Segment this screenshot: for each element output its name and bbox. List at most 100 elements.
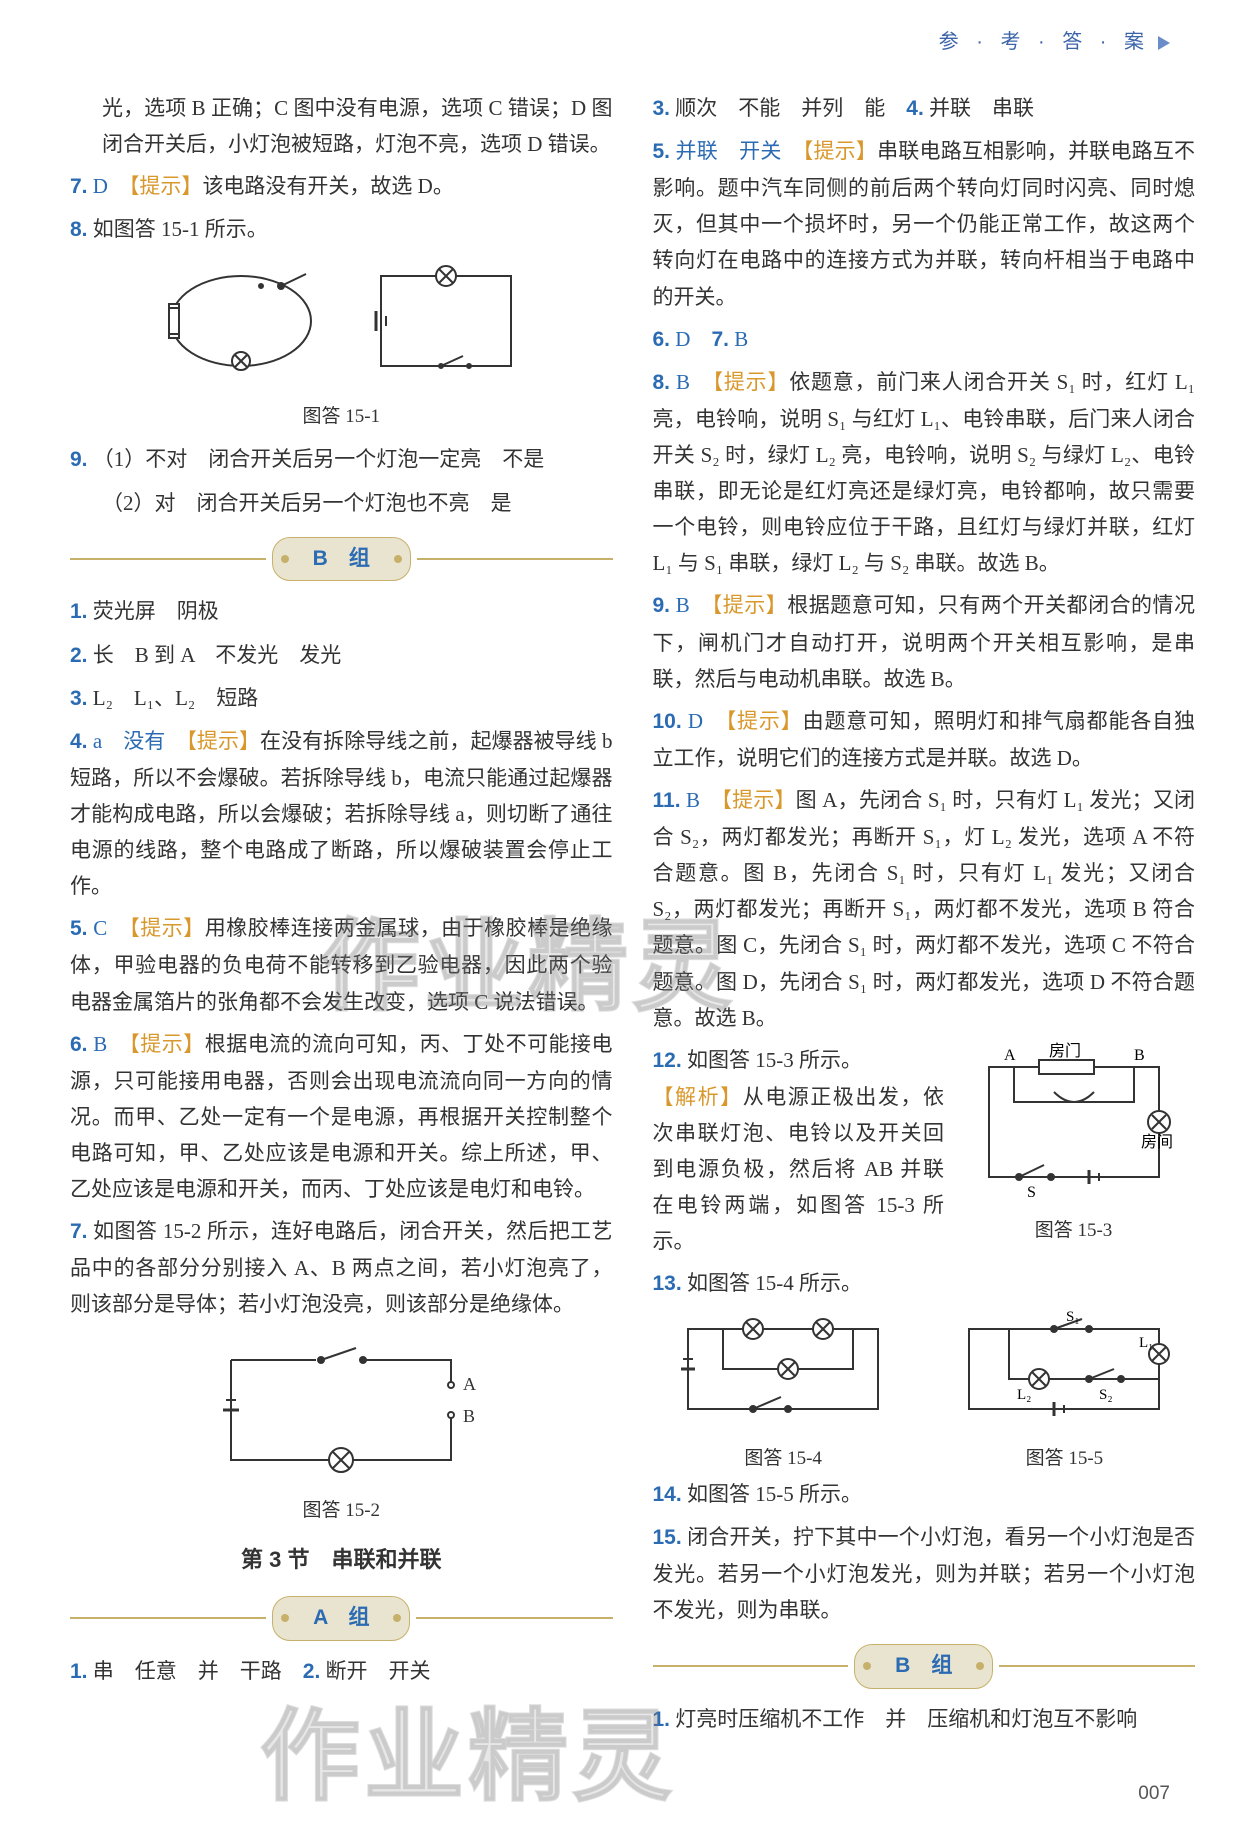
q-number: 9.: [70, 448, 88, 471]
label-A: A: [1004, 1047, 1016, 1064]
label-B: B: [463, 1406, 475, 1426]
q-text: L₂ L₁、L₂ 短路: [93, 686, 258, 710]
hint-label: 【提示】: [726, 709, 803, 733]
q8-left-pre: 8. 如图答 15-1 所示。: [70, 211, 613, 248]
q-number: 8.: [653, 371, 671, 394]
fig-caption: 图答 15-1: [70, 400, 613, 433]
q5-b: 5. C 【提示】用橡胶棒连接两金属球，由于橡胶棒是绝缘体，甲验电器的负电荷不能…: [70, 910, 613, 1019]
q9-left-pre: 9. （1）不对 闭合开关后另一个灯泡一定亮 不是: [70, 441, 613, 478]
q-text: 图 A，先闭合 S₁ 时，只有灯 L₁ 发光；又闭合 S₂，两灯都发光；再断开 …: [653, 788, 1196, 1030]
q-text: 串联电路互相影响，并联电路互不影响。题中汽车同侧的前后两个转向灯同时闪亮、同时熄…: [653, 139, 1196, 308]
label-door: 房门: [1049, 1042, 1081, 1060]
r-q8: 8. B 【提示】依题意，前门来人闭合开关 S₁ 时，红灯 L₁ 亮，电铃响，说…: [653, 364, 1196, 582]
analysis-text: 从电源正极出发，依次串联灯泡、电铃以及开关回到电源负极，然后将 AB 并联在电铃…: [653, 1085, 945, 1253]
r-q12: 12. 如图答 15-3 所示。 【解析】从电源正极出发，依次串联灯泡、电铃以及…: [653, 1042, 1196, 1260]
q-number: 2.: [70, 644, 88, 667]
q-answer: B: [686, 788, 700, 812]
q-text: 依题意，前门来人闭合开关 S₁ 时，红灯 L₁ 亮，电铃响，说明 S₁ 与红灯 …: [653, 370, 1196, 576]
hint-label: 【提示】: [129, 1032, 204, 1056]
q-answer: 并联 开关: [675, 139, 781, 163]
left-column: 光，选项 B 正确；C 图中没有电源，选项 C 错误；D 图闭合开关后，小灯泡被…: [70, 40, 613, 1808]
section-3-title: 第 3 节 串联和并联: [70, 1541, 613, 1580]
q-number: 5.: [70, 917, 88, 940]
q-text: 如图答 15-2 所示，连好电路后，闭合开关，然后把工艺品中的各部分分别接入 A…: [70, 1219, 613, 1316]
q-text: 在没有拆除导线之前，起爆器被导线 b 短路，所以不会爆破。若拆除导线 b，电流只…: [70, 729, 613, 898]
figure-15-1: 图答 15-1: [70, 256, 613, 433]
badge-line: [70, 558, 266, 560]
group-b2-badge: B 组: [653, 1644, 1196, 1689]
q-text: 长 B 到 A 不发光 发光: [93, 643, 342, 667]
q-number: 12.: [653, 1049, 682, 1072]
hint-label: 【提示】: [186, 729, 260, 753]
fig-caption: 图答 15-3: [952, 1215, 1195, 1248]
q-number: 1.: [653, 1708, 671, 1731]
figure-15-2: A B 图答 15-2: [70, 1330, 613, 1527]
r-q10: 10. D 【提示】由题意可知，照明灯和排气扇都能各自独立工作，说明它们的连接方…: [653, 703, 1196, 776]
badge-line: [999, 1665, 1195, 1667]
hint-label: 【提示】: [803, 139, 877, 163]
q-answer: D: [93, 174, 108, 198]
r-q14: 14. 如图答 15-5 所示。: [653, 1476, 1196, 1513]
q-answer: a 没有: [93, 729, 166, 753]
q-number: 5.: [653, 140, 671, 163]
figure-15-4: 图答 15-4: [653, 1309, 914, 1476]
figures-15-4-5: 图答 15-4: [653, 1309, 1196, 1476]
hint-label: 【提示】: [721, 788, 795, 812]
q-answer: D: [688, 709, 703, 733]
r-q3-4: 3. 顺次 不能 并列 能 4. 并联 串联: [653, 90, 1196, 127]
q-answer: C: [93, 916, 107, 940]
q-text: 闭合开关，拧下其中一个小灯泡，看另一个小灯泡是否发光。若另一个小灯泡发光，则为并…: [653, 1525, 1196, 1622]
badge-line: [416, 1617, 612, 1619]
hint-label: 【提示】: [129, 174, 203, 198]
q-text: 如图答 15-4 所示。: [687, 1271, 862, 1295]
page-header: 参 · 考 · 答 · 案: [939, 25, 1170, 60]
q-number: 3.: [653, 97, 671, 120]
q-answer: D: [675, 327, 690, 351]
label-L1: L₁: [1139, 1335, 1153, 1351]
q-text: 如图答 15-3 所示。: [687, 1048, 862, 1072]
q-text: 如图答 15-5 所示。: [687, 1482, 862, 1506]
q-text: 荧光屏 阴极: [93, 599, 219, 623]
q-number: 1.: [70, 1660, 88, 1683]
label-S2: S₂: [1099, 1387, 1113, 1403]
q3-b: 3. L₂ L₁、L₂ 短路: [70, 680, 613, 717]
badge-line: [70, 1617, 266, 1619]
r-q5: 5. 并联 开关 【提示】串联电路互相影响，并联电路互不影响。题中汽车同侧的前后…: [653, 133, 1196, 315]
badge-line: [653, 1665, 849, 1667]
q-number: 15.: [653, 1526, 682, 1549]
hint-label: 【提示】: [129, 916, 204, 940]
q-text: 该电路没有开关，故选 D。: [202, 174, 453, 198]
q-text: 串 任意 并 干路: [93, 1659, 282, 1683]
q9-line1: （1）不对 闭合开关后另一个灯泡一定亮 不是: [93, 447, 545, 471]
s3a-q1: 1. 串 任意 并 干路 2. 断开 开关: [70, 1653, 613, 1690]
r-q9: 9. B 【提示】根据题意可知，只有两个开关都闭合的情况下，闸机门才自动打开，说…: [653, 587, 1196, 696]
q-text: 如图答 15-1 所示。: [93, 217, 268, 241]
group-a-badge: A 组: [70, 1596, 613, 1641]
q1-b: 1. 荧光屏 阴极: [70, 593, 613, 630]
q-answer: B: [93, 1032, 107, 1056]
q7-b: 7. 如图答 15-2 所示，连好电路后，闭合开关，然后把工艺品中的各部分分别接…: [70, 1213, 613, 1322]
fig-caption: 图答 15-5: [934, 1442, 1195, 1475]
q-number: 4.: [70, 730, 88, 753]
q-number: 4.: [906, 97, 924, 120]
hint-label: 【提示】: [713, 370, 790, 394]
q-text: 并联 串联: [929, 96, 1034, 120]
badge-label: B 组: [854, 1644, 993, 1689]
q-number: 8.: [70, 218, 88, 241]
badge-label: A 组: [272, 1596, 410, 1641]
r-q6-7: 6. D 7. B: [653, 321, 1196, 358]
q-answer: B: [676, 593, 690, 617]
q-number: 6.: [653, 328, 671, 351]
q-number: 6.: [70, 1033, 88, 1056]
q-answer: B: [676, 370, 690, 394]
q-number: 9.: [653, 594, 671, 617]
q6-b: 6. B 【提示】根据电流的流向可知，丙、丁处不可能接电源，只可能接用电器，否则…: [70, 1026, 613, 1208]
q-number: 7.: [70, 1220, 88, 1243]
fig-caption: 图答 15-2: [70, 1494, 613, 1527]
figure-15-3: A 房门 B 房间 S 图答 15-3: [952, 1042, 1195, 1248]
q-number: 10.: [653, 710, 682, 733]
label-S: S: [1027, 1184, 1036, 1201]
continuation-text: 光，选项 B 正确；C 图中没有电源，选项 C 错误；D 图闭合开关后，小灯泡被…: [70, 90, 613, 162]
q9-line2: （2）对 闭合开关后另一个灯泡也不亮 是: [70, 485, 613, 521]
label-B: B: [1134, 1047, 1145, 1064]
